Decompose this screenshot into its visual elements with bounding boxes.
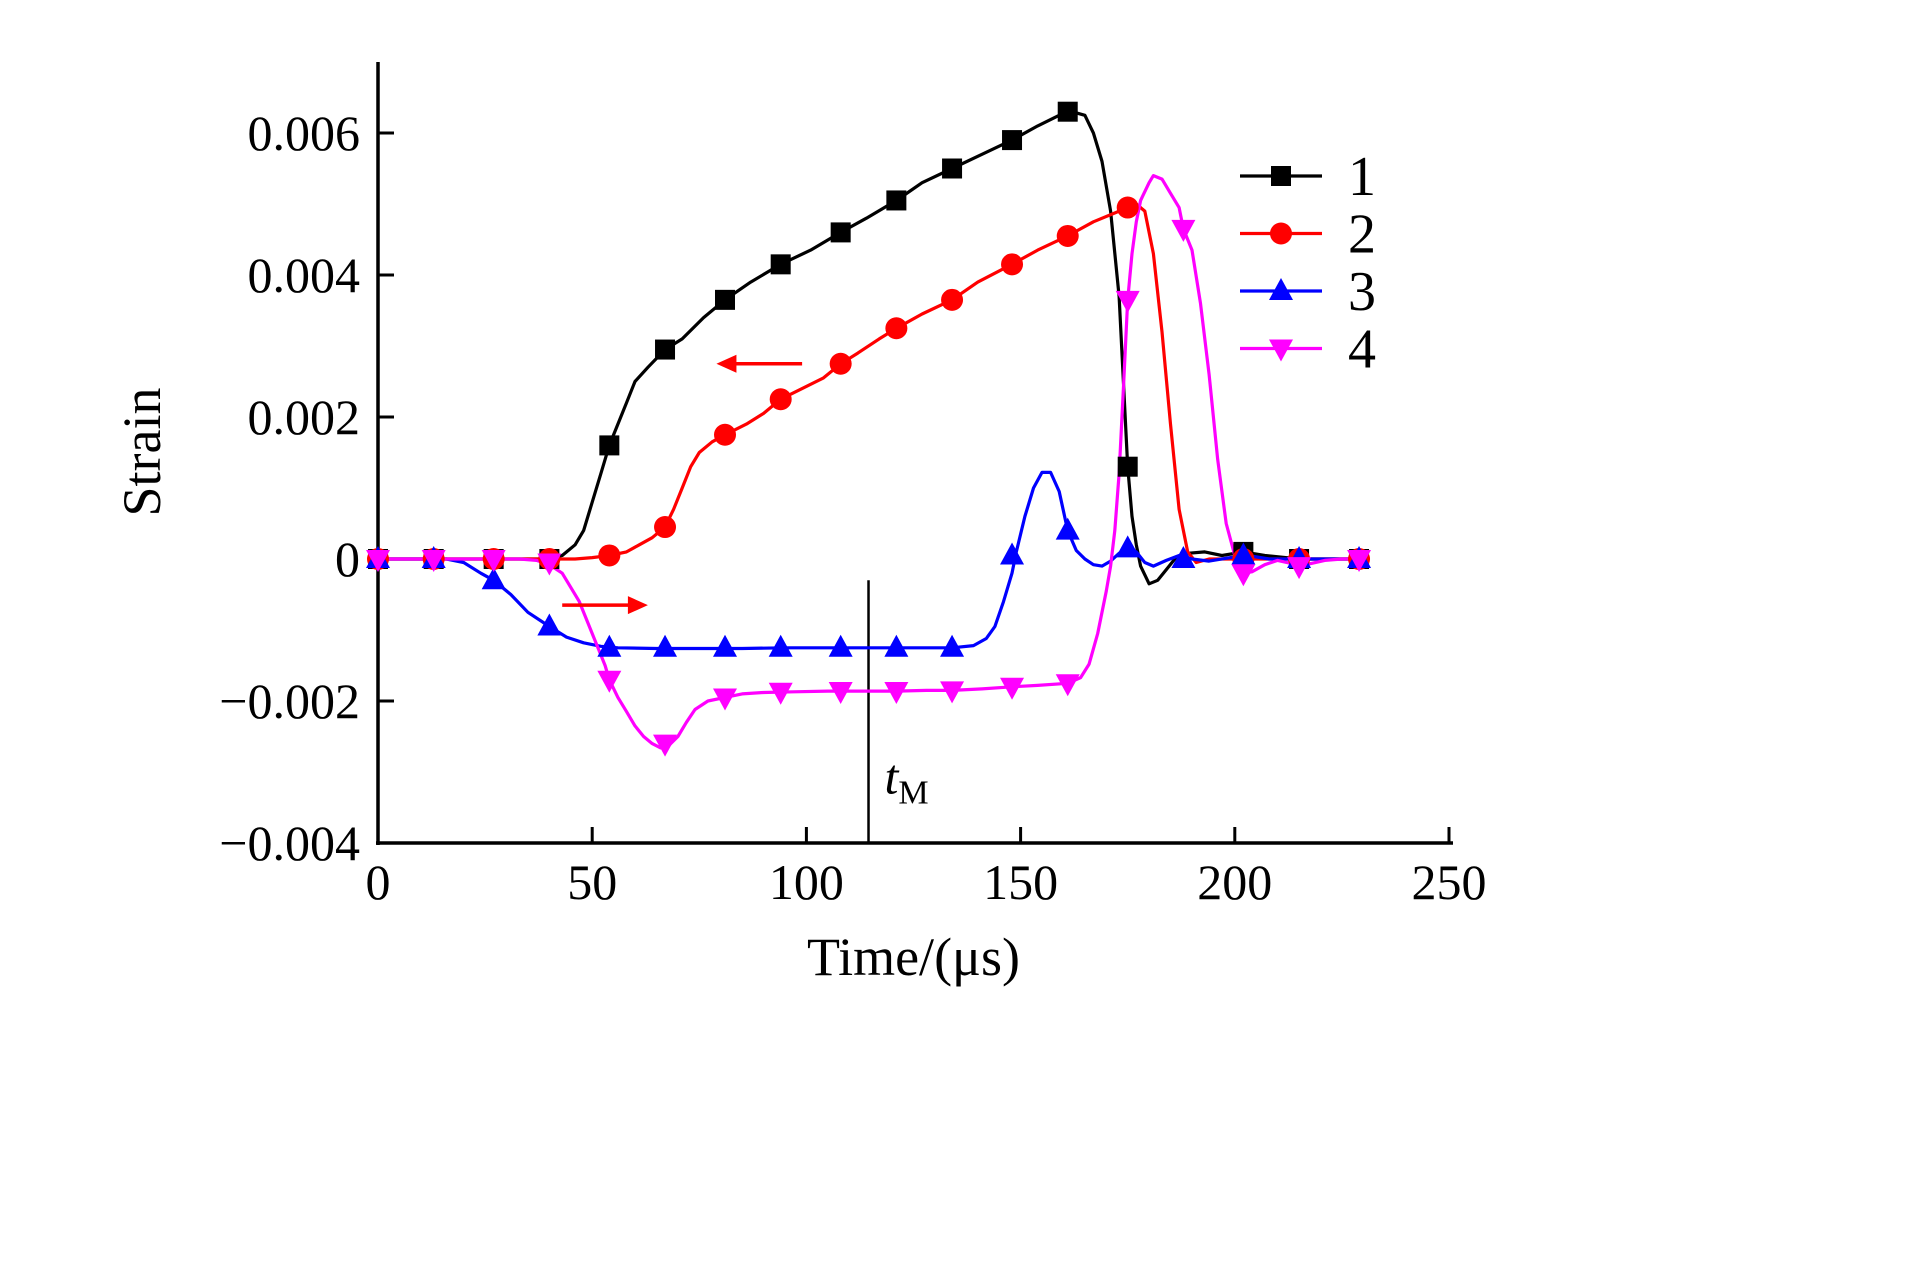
series-3-marker (1115, 535, 1140, 558)
series-4-marker (597, 670, 622, 693)
series-1-marker (1057, 101, 1078, 122)
x-tick-label-200: 200 (1197, 854, 1272, 910)
series-1-marker (942, 158, 963, 179)
y-tick-label-4: 0.004 (248, 247, 361, 303)
series-1-marker (886, 190, 907, 211)
series-4-marker (1347, 550, 1372, 572)
series-1-marker (1002, 130, 1023, 151)
series-4-marker (1287, 557, 1312, 580)
series-3-marker (597, 634, 622, 657)
series-1-marker (1117, 456, 1138, 477)
series-4-marker (1055, 674, 1080, 697)
x-tick-label-50: 50 (567, 854, 617, 910)
series-3-marker (713, 634, 738, 657)
legend-marker-3 (1269, 278, 1293, 300)
series-2-marker (769, 388, 792, 411)
x-tick-label-150: 150 (983, 854, 1058, 910)
y-axis-label: Strain (112, 388, 172, 517)
series-3-marker (537, 613, 562, 636)
series-4-marker (1000, 677, 1025, 700)
series-1-marker (655, 339, 676, 360)
series-1-marker (715, 289, 736, 310)
series-2-marker (654, 516, 677, 539)
series-4-marker (884, 682, 909, 705)
series-4-marker (1231, 564, 1256, 587)
series-3-marker (768, 634, 793, 657)
series-2-marker (598, 544, 621, 567)
series-2-marker (1001, 253, 1024, 276)
series-1-marker (770, 254, 791, 275)
legend-marker-4 (1269, 339, 1293, 362)
series-3-marker (481, 567, 506, 590)
y-tick-label-1: −0.002 (219, 673, 360, 729)
series-1-marker (830, 222, 851, 243)
x-tick-label-100: 100 (769, 854, 844, 910)
series-2-curve (376, 202, 1361, 565)
series-4-marker (1171, 219, 1196, 242)
y-tick-label-3: 0.002 (248, 389, 361, 445)
series-2-marker (1056, 224, 1079, 247)
tM-label: tM (885, 748, 929, 811)
series-3-marker (940, 634, 965, 657)
legend-label-3: 3 (1348, 261, 1376, 323)
legend-label-4: 4 (1348, 319, 1376, 381)
series-2-marker (941, 288, 964, 311)
series-2-marker (714, 423, 737, 446)
series-4-marker (421, 550, 446, 572)
series-3-marker (1171, 546, 1196, 568)
legend-label-1: 1 (1348, 146, 1376, 208)
series-4-marker (768, 682, 793, 705)
series-4-marker (653, 734, 678, 757)
series-4-marker (1115, 290, 1140, 313)
series-3-marker (884, 634, 909, 657)
y-tick-label-0: −0.004 (219, 815, 360, 871)
series-1-marker (599, 435, 620, 456)
series-2-marker (1116, 196, 1139, 219)
series-2-marker (885, 317, 908, 340)
legend-marker-2 (1270, 222, 1292, 245)
annotation-arrowhead-2 (627, 596, 648, 615)
series-2-marker (829, 352, 852, 375)
series-4-marker (940, 681, 965, 704)
series-3-marker (1055, 517, 1080, 540)
legend-label-2: 2 (1348, 204, 1376, 266)
y-tick-label-2: 0 (335, 531, 360, 587)
series-4-marker (481, 550, 506, 572)
series-3-marker (653, 634, 678, 657)
series-3-marker (1000, 542, 1025, 565)
x-axis-label: Time/(μs) (807, 927, 1020, 987)
series-3-marker (1231, 542, 1256, 565)
x-tick-label-0: 0 (366, 854, 391, 910)
series-3-marker (828, 634, 853, 657)
series-4-marker (713, 688, 738, 711)
y-tick-label-5: 0.006 (248, 105, 361, 161)
annotation-arrowhead-1 (716, 354, 737, 373)
series-4-marker (537, 553, 562, 576)
series-4-marker (828, 682, 853, 705)
legend-marker-1 (1271, 166, 1291, 186)
series-4-marker (366, 550, 390, 572)
x-tick-label-250: 250 (1412, 854, 1487, 910)
